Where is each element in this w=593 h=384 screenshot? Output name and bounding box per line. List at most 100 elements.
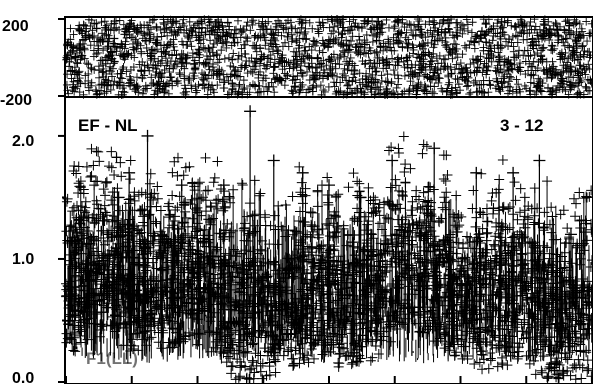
plus-marker xyxy=(388,54,397,63)
plus-marker xyxy=(483,66,492,75)
plus-marker xyxy=(170,46,179,55)
plus-marker xyxy=(393,71,402,80)
plus-marker xyxy=(582,64,591,73)
plus-marker xyxy=(283,334,294,345)
plus-marker xyxy=(219,84,228,93)
plus-marker xyxy=(142,44,151,53)
plus-marker xyxy=(257,358,268,369)
plus-marker xyxy=(177,55,186,64)
plus-marker xyxy=(546,67,555,76)
plus-marker xyxy=(182,58,191,67)
plus-marker xyxy=(433,215,444,226)
plus-marker xyxy=(161,49,170,58)
plus-marker xyxy=(332,87,341,96)
plus-marker xyxy=(417,148,428,159)
plus-marker xyxy=(209,60,218,69)
plus-marker xyxy=(86,170,97,181)
plus-marker xyxy=(177,49,186,58)
plus-marker xyxy=(180,21,189,30)
plus-marker xyxy=(532,203,543,214)
plus-marker xyxy=(235,80,244,89)
plus-marker xyxy=(233,16,242,25)
plus-marker xyxy=(187,42,196,51)
plus-marker xyxy=(471,76,480,85)
plus-marker xyxy=(236,72,245,81)
plus-marker xyxy=(421,82,430,91)
plus-marker xyxy=(315,46,324,55)
plus-marker xyxy=(147,45,156,54)
plus-marker xyxy=(412,82,421,91)
plus-marker xyxy=(470,38,479,47)
plus-marker xyxy=(278,42,287,51)
plus-marker xyxy=(94,33,103,42)
plus-marker xyxy=(439,192,450,203)
plus-marker xyxy=(234,55,243,64)
plus-marker xyxy=(71,168,82,179)
plus-marker xyxy=(250,81,259,90)
plus-marker xyxy=(309,36,318,45)
plus-marker xyxy=(431,64,440,73)
plus-marker xyxy=(483,363,494,374)
plus-marker xyxy=(346,359,357,370)
plus-marker xyxy=(430,18,439,27)
plus-marker xyxy=(125,174,136,185)
plus-marker xyxy=(91,146,102,157)
plus-marker xyxy=(82,59,91,68)
plus-marker xyxy=(302,67,311,76)
plus-marker xyxy=(70,87,79,96)
plus-marker xyxy=(404,39,413,48)
plus-marker xyxy=(304,52,313,61)
plus-marker xyxy=(250,65,259,74)
plus-marker xyxy=(402,38,411,47)
plus-marker xyxy=(345,17,354,26)
plus-marker xyxy=(433,69,442,78)
plus-marker xyxy=(575,88,584,97)
plus-marker xyxy=(486,195,497,206)
plus-marker xyxy=(106,146,117,157)
plus-marker xyxy=(346,26,355,35)
plus-marker xyxy=(507,73,516,82)
plus-marker xyxy=(407,26,416,35)
plus-marker xyxy=(200,84,209,93)
plus-marker xyxy=(284,58,293,67)
plus-marker xyxy=(392,83,401,92)
plus-marker xyxy=(406,205,417,216)
plus-marker xyxy=(280,200,291,211)
plus-marker xyxy=(368,37,377,46)
plus-marker xyxy=(409,49,418,58)
plus-marker xyxy=(97,18,106,27)
plus-marker xyxy=(372,67,381,76)
plus-marker xyxy=(389,66,398,75)
plus-marker xyxy=(520,81,529,90)
plus-marker xyxy=(343,182,354,193)
plus-marker xyxy=(109,169,120,180)
plus-marker xyxy=(398,131,409,142)
plus-marker xyxy=(65,62,74,71)
plus-marker xyxy=(289,87,298,96)
plus-marker xyxy=(165,68,174,77)
plus-marker xyxy=(192,86,201,95)
plus-marker xyxy=(469,38,478,47)
plus-marker xyxy=(509,42,518,51)
plus-marker xyxy=(304,85,313,94)
top-panel: 200 -200 xyxy=(0,15,593,109)
plus-marker xyxy=(562,34,571,43)
plus-marker xyxy=(104,76,113,85)
plus-marker xyxy=(340,64,349,73)
plus-marker xyxy=(137,47,146,56)
plus-marker xyxy=(415,54,424,63)
plus-marker xyxy=(333,72,342,81)
plus-marker xyxy=(367,25,376,34)
plus-marker xyxy=(457,243,468,254)
plus-marker xyxy=(88,160,99,171)
plus-marker xyxy=(430,37,439,46)
plus-marker xyxy=(539,43,548,52)
plus-marker xyxy=(324,35,333,44)
plus-marker xyxy=(466,60,475,69)
plus-marker xyxy=(345,84,354,93)
plus-marker xyxy=(402,28,411,37)
plus-marker xyxy=(238,88,247,97)
plus-marker xyxy=(335,60,344,69)
plus-marker xyxy=(125,205,136,216)
plus-marker xyxy=(151,71,160,80)
